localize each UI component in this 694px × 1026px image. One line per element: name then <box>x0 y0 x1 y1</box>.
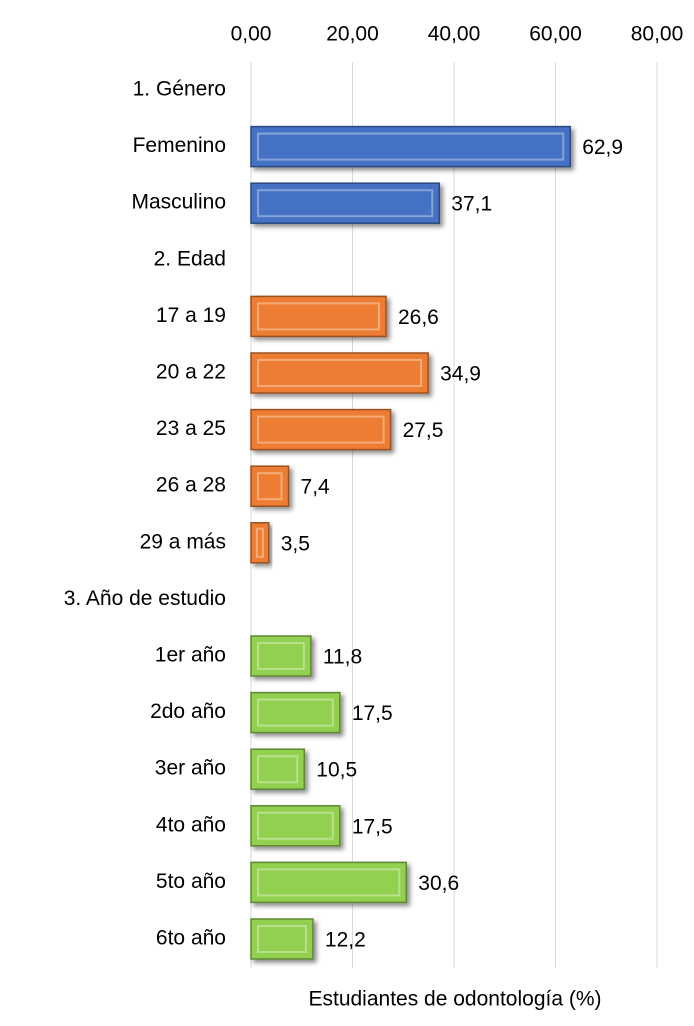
data-label: 17,5 <box>352 815 393 838</box>
bar-bevel <box>257 415 385 444</box>
y-tick-label: 4to año <box>156 813 226 836</box>
y-tick-label: 23 a 25 <box>156 417 226 440</box>
data-label: 27,5 <box>403 419 444 442</box>
data-label: 37,1 <box>451 193 492 216</box>
y-tick-label: 3er año <box>155 757 226 780</box>
y-tick-label: 17 a 19 <box>156 304 226 327</box>
data-label: 34,9 <box>440 363 481 386</box>
y-tick-label: 6to año <box>156 927 226 950</box>
bar-bevel <box>257 189 434 218</box>
bar-bevel <box>257 811 334 840</box>
bar-bevel <box>257 472 283 501</box>
bar-bevel <box>257 925 307 953</box>
bar-bevel <box>257 698 334 727</box>
bar-bevel <box>257 642 305 670</box>
y-tick-label: 1. Género <box>133 78 226 101</box>
x-tick-label: 0,00 <box>231 23 272 46</box>
y-tick-label: Femenino <box>133 134 226 157</box>
bar-bevel <box>257 868 401 897</box>
data-label: 62,9 <box>582 136 623 159</box>
y-tick-label: 5to año <box>156 870 226 893</box>
bar-bevel <box>257 302 380 331</box>
data-label: 17,5 <box>352 702 393 725</box>
x-tick-label: 20,00 <box>326 23 379 46</box>
x-tick-label: 80,00 <box>631 23 684 46</box>
data-label: 12,2 <box>325 929 366 952</box>
data-label: 11,8 <box>323 646 362 669</box>
data-label: 7,4 <box>301 476 331 499</box>
x-tick-label: 60,00 <box>529 23 582 46</box>
bar-bevel <box>255 527 264 558</box>
bar-bevel <box>257 132 565 161</box>
data-label: 26,6 <box>398 306 439 329</box>
y-tick-label: 3. Año de estudio <box>64 587 226 610</box>
y-tick-label: 20 a 22 <box>156 361 226 384</box>
y-tick-label: 2. Edad <box>154 247 226 270</box>
bar <box>250 522 270 564</box>
x-axis-title: Estudiantes de odontología (%) <box>308 988 601 1011</box>
data-label: 10,5 <box>316 759 357 782</box>
bar-bevel <box>257 755 299 784</box>
data-label: 3,5 <box>281 532 310 555</box>
x-tick-label: 40,00 <box>428 23 481 46</box>
y-tick-label: 26 a 28 <box>156 474 226 497</box>
y-tick-label: 1er año <box>155 644 226 667</box>
data-label: 30,6 <box>418 872 459 895</box>
y-tick-label: 2do año <box>150 700 226 723</box>
y-tick-label: 29 a más <box>140 530 226 553</box>
bar-bevel <box>257 359 423 387</box>
y-tick-label: Masculino <box>131 191 226 214</box>
